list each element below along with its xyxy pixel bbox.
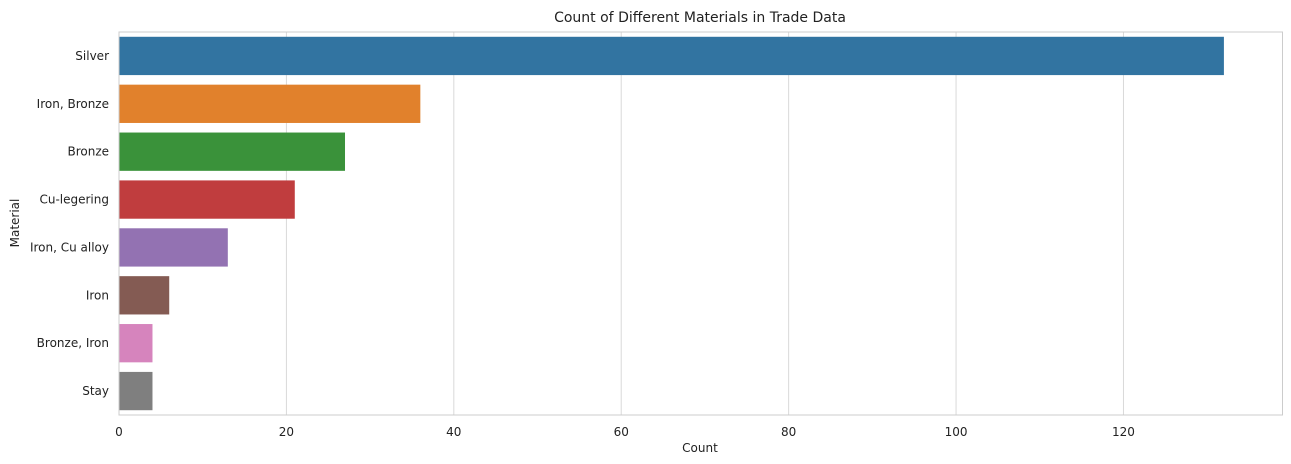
y-tick-label: Iron bbox=[86, 288, 109, 302]
bar bbox=[119, 36, 1224, 76]
y-tick-label: Stay bbox=[82, 384, 109, 398]
bar bbox=[119, 132, 346, 171]
x-axis-label: Count bbox=[682, 441, 718, 455]
x-tick-label: 20 bbox=[279, 425, 294, 439]
bar bbox=[119, 324, 153, 363]
x-tick-label: 120 bbox=[1112, 425, 1135, 439]
y-tick-labels: Silver Iron, Bronze Bronze Cu-legering Iron,… bbox=[30, 49, 109, 398]
y-tick-label: Cu-legering bbox=[39, 193, 109, 207]
y-tick-label: Bronze, Iron bbox=[37, 336, 109, 350]
bar bbox=[119, 84, 421, 123]
y-tick-label: Silver bbox=[75, 49, 109, 63]
x-tick-labels: 0 20 40 60 80 100 120 bbox=[115, 425, 1135, 439]
chart-title: Count of Different Materials in Trade Da… bbox=[554, 10, 846, 26]
y-tick-label: Iron, Bronze bbox=[37, 97, 109, 111]
bar bbox=[119, 276, 170, 315]
x-tick-label: 40 bbox=[446, 425, 461, 439]
bar bbox=[119, 180, 295, 219]
bars bbox=[119, 36, 1224, 411]
x-tick-label: 100 bbox=[945, 425, 968, 439]
x-tick-label: 0 bbox=[115, 425, 123, 439]
y-tick-label: Iron, Cu alloy bbox=[30, 240, 109, 254]
x-tick-label: 60 bbox=[614, 425, 629, 439]
y-tick-label: Bronze bbox=[67, 145, 109, 159]
y-axis-label: Material bbox=[8, 199, 22, 248]
x-tick-label: 80 bbox=[781, 425, 796, 439]
bar bbox=[119, 371, 153, 411]
plot-frame bbox=[118, 31, 1283, 416]
bar bbox=[119, 228, 228, 267]
